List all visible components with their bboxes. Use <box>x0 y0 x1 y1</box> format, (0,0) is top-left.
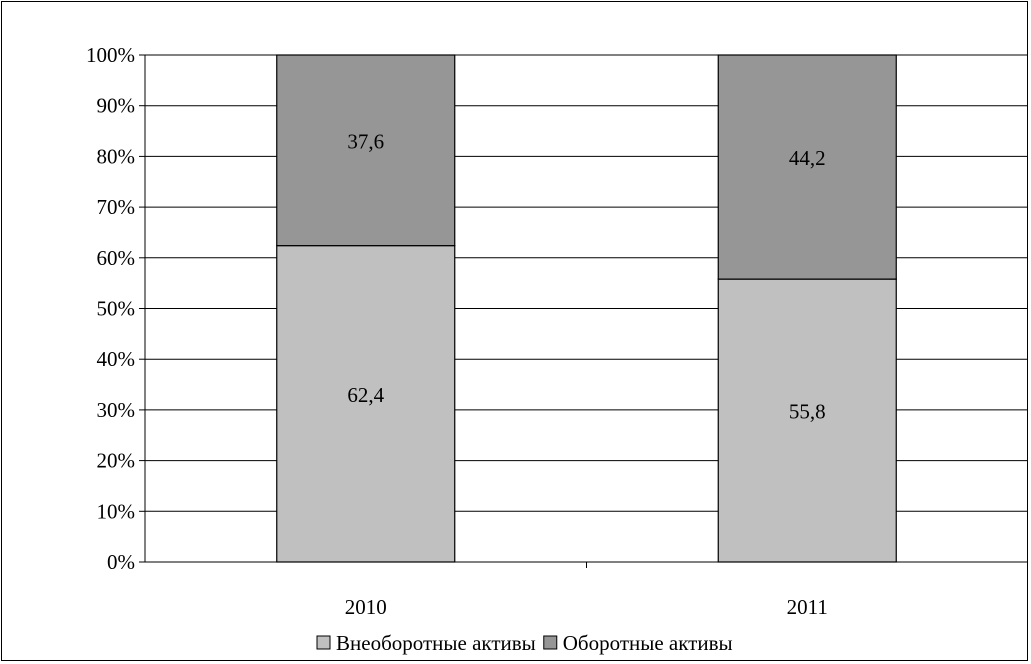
axis-layer <box>139 54 1028 568</box>
y-tick-label: 30% <box>97 398 136 422</box>
data-label-2011-series-2: 44,2 <box>789 146 826 170</box>
x-category-label: 2011 <box>787 595 828 619</box>
y-tick-label: 10% <box>97 499 136 523</box>
data-label-2011-series-1: 55,8 <box>789 400 826 424</box>
legend-swatch-series-1 <box>316 635 331 650</box>
y-tick-label: 20% <box>97 449 136 473</box>
x-category-label: 2010 <box>345 595 387 619</box>
y-axis-ticks: 0% 10% 20% 30% 40% 50% 60% 70% 80% 90% 100% <box>86 43 135 574</box>
y-tick-label: 90% <box>97 94 136 118</box>
legend-label-series-2: Оборотные активы <box>563 631 733 655</box>
y-tick-label: 80% <box>97 144 136 168</box>
legend-swatch-series-2 <box>543 635 558 650</box>
bar-2011-series-2 <box>717 54 897 280</box>
y-tick-label: 60% <box>97 246 136 270</box>
bar-2011-series-1 <box>717 278 897 563</box>
data-label-2010-series-1: 62,4 <box>347 383 384 407</box>
bar-layer: 62,4 37,6 55,8 44,2 <box>276 54 897 563</box>
data-label-2010-series-2: 37,6 <box>347 129 384 153</box>
y-tick-label: 50% <box>97 297 136 321</box>
y-tick-label: 70% <box>97 195 136 219</box>
x-axis-labels: 2010 2011 <box>345 595 828 619</box>
legend: Внеоборотные активы Оборотные активы <box>316 631 733 655</box>
y-tick-label: 100% <box>86 43 135 67</box>
y-tick-label: 0% <box>107 550 135 574</box>
legend-label-series-1: Внеоборотные активы <box>336 631 536 655</box>
bar-2010-series-2 <box>276 54 456 247</box>
y-tick-label: 40% <box>97 347 136 371</box>
